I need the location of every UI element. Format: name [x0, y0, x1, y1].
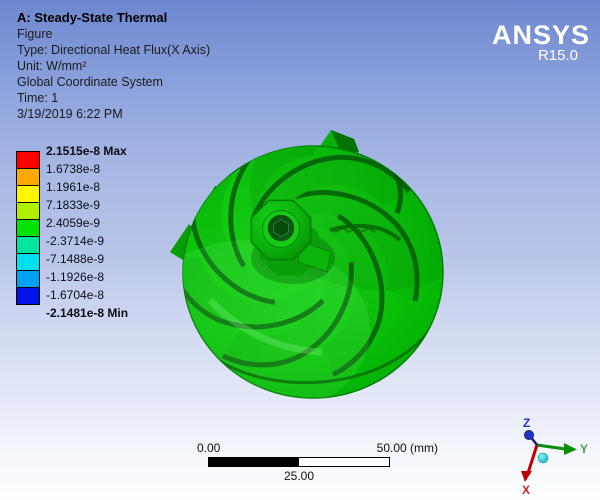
result-annotation: A: Steady-State Thermal Figure Type: Dir…: [17, 10, 210, 122]
annotation-line-date: 3/19/2019 6:22 PM: [17, 107, 123, 121]
legend-label: -1.6704e-8: [46, 288, 105, 302]
annotation-line-unit: Unit: W/mm²: [17, 59, 87, 73]
legend-band: [16, 185, 40, 203]
legend-band: [16, 253, 40, 271]
legend-label: 1.1961e-8: [46, 180, 101, 194]
scale-start-label: 0.00: [197, 441, 221, 455]
scale-mid-label: 25.00: [283, 469, 315, 483]
legend-label: -1.1926e-8: [46, 270, 105, 284]
legend-label: -2.3714e-9: [46, 234, 105, 248]
ansys-logo-version: R15.0: [537, 47, 578, 64]
annotation-line-csys: Global Coordinate System: [17, 75, 163, 89]
legend-band: [16, 151, 40, 169]
scale-end-label: 50.00 (mm): [376, 441, 438, 455]
legend-label: 7.1833e-9: [46, 198, 101, 212]
impeller-hub: [250, 199, 335, 284]
legend-label: -7.1488e-9: [46, 252, 105, 266]
triad-x-label: X: [522, 483, 530, 497]
annotation-line-time: Time: 1: [17, 91, 59, 105]
legend-label: 1.6738e-8: [46, 162, 101, 176]
triad-y-label: Y: [580, 442, 588, 456]
ansys-logo: ANSYS R15.0: [492, 20, 591, 64]
coordinate-triad[interactable]: Y X Z: [503, 403, 598, 498]
scale-ruler: [208, 457, 390, 467]
legend-color-bar: [16, 151, 40, 305]
ansys-logo-brand: ANSYS: [492, 20, 591, 50]
scale-ruler-limits: 0.00 50.00 (mm): [197, 441, 438, 455]
triad-z-label: Z: [523, 416, 530, 430]
annotation-line-figure: Figure: [17, 27, 53, 41]
legend-band: [16, 236, 40, 254]
triad-x-axis[interactable]: X: [521, 444, 539, 497]
legend-label: 2.4059e-9: [46, 216, 101, 230]
triad-y-axis[interactable]: Y: [536, 442, 588, 456]
legend-band: [16, 202, 40, 220]
legend-band: [16, 287, 40, 305]
triad-z-axis[interactable]: Z: [523, 416, 538, 446]
legend-band: [16, 168, 40, 186]
legend-band: [16, 270, 40, 288]
legend-max-label: 2.1515e-8 Max: [46, 144, 127, 158]
iso-view-ball-icon[interactable]: [537, 452, 549, 464]
scale-ruler-black-half: [209, 458, 299, 466]
annotation-line-type: Type: Directional Heat Flux(X Axis): [17, 43, 211, 57]
analysis-title: A: Steady-State Thermal: [17, 10, 168, 25]
legend-min-label: -2.1481e-8 Min: [46, 306, 129, 320]
legend-band: [16, 219, 40, 237]
